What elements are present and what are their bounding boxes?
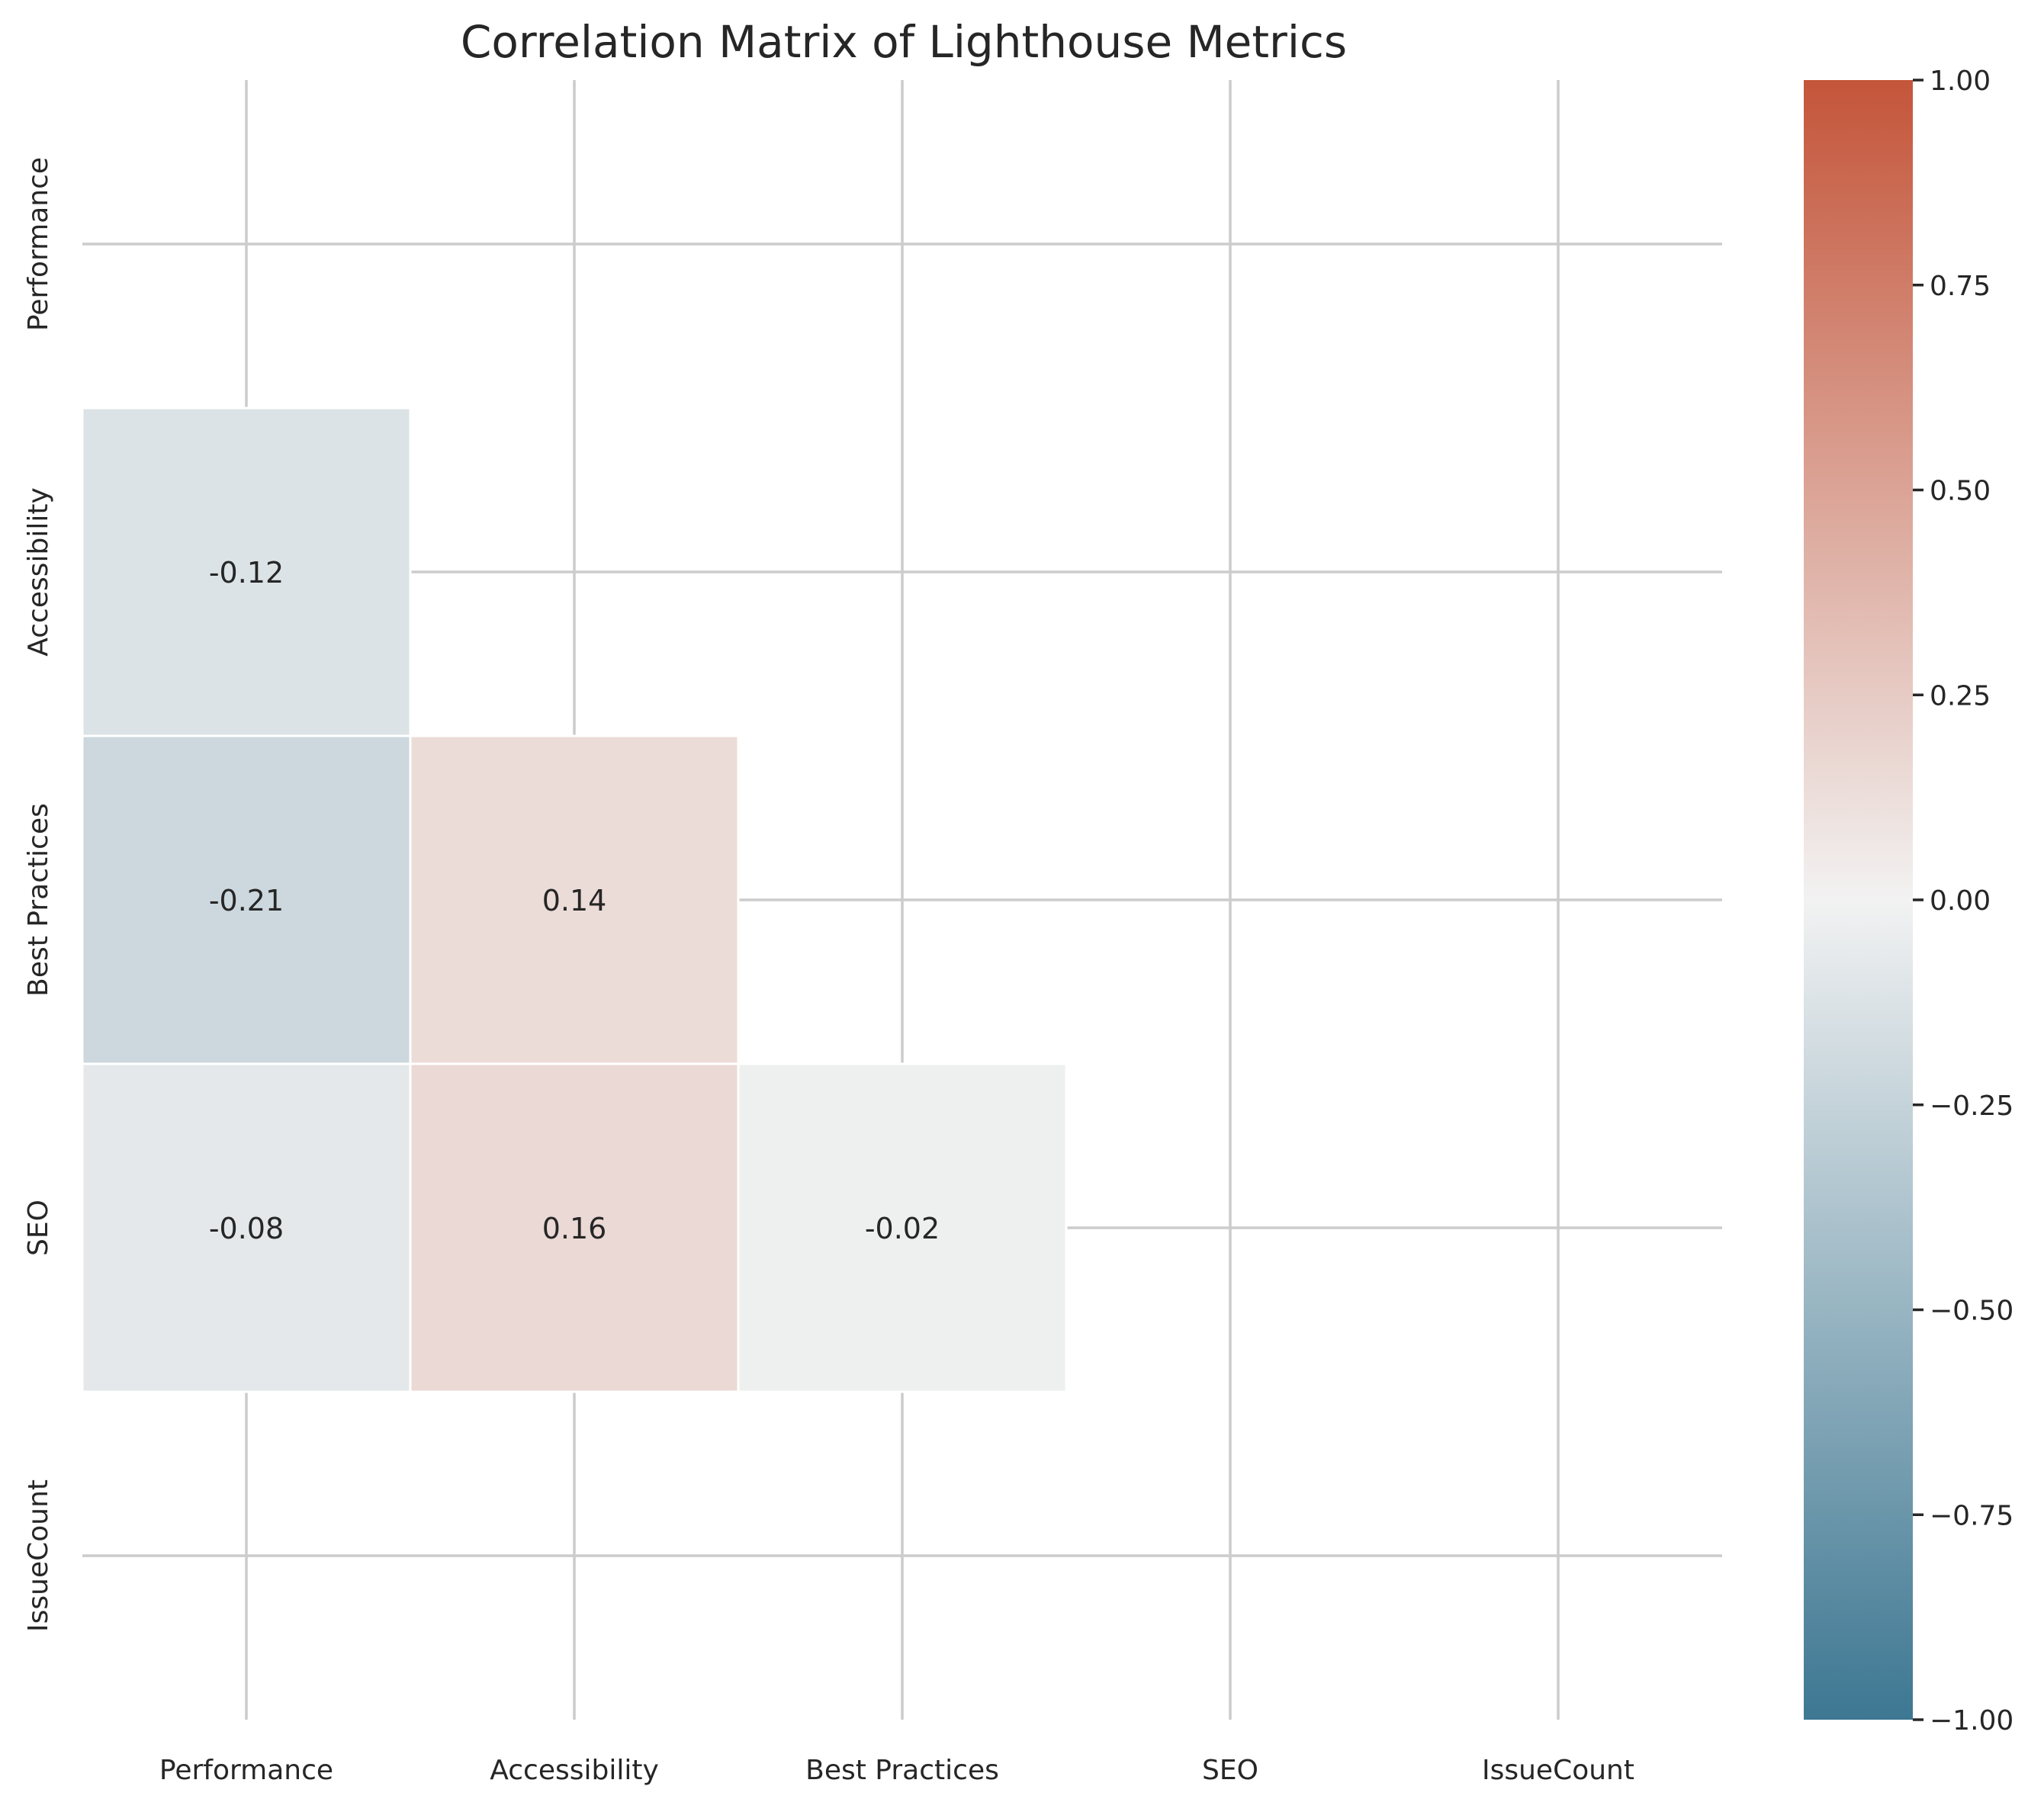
colorbar-tick-label: 0.50 bbox=[1930, 476, 1991, 507]
cell-value-label: -0.12 bbox=[209, 556, 284, 589]
y-tick-label: IssueCount bbox=[23, 1479, 54, 1632]
y-tick-label: Performance bbox=[23, 157, 54, 331]
colorbar-tick-label: −1.00 bbox=[1930, 1705, 2013, 1736]
heatmap-cell bbox=[81, 734, 412, 1065]
heatmap-cells: -0.12 -0.21 0.14 -0.08 0.16 -0.02 bbox=[81, 406, 1068, 1393]
cell-value-label: 0.16 bbox=[542, 1212, 607, 1245]
cell-value-label: -0.02 bbox=[865, 1212, 940, 1245]
x-tick-label: Performance bbox=[159, 1755, 333, 1786]
colorbar-tick-label: 0.00 bbox=[1930, 885, 1991, 917]
y-tick-label: SEO bbox=[23, 1200, 54, 1256]
colorbar-tick-label: 0.25 bbox=[1930, 680, 1991, 712]
heatmap-cell bbox=[81, 1062, 412, 1393]
colorbar bbox=[1804, 80, 1913, 1720]
heatmap-cell bbox=[737, 1062, 1068, 1393]
x-tick-label: IssueCount bbox=[1482, 1755, 1634, 1786]
colorbar-tick-label: 1.00 bbox=[1930, 66, 1991, 97]
y-tick-label: Accessibility bbox=[23, 487, 54, 657]
cell-value-label: 0.14 bbox=[542, 884, 607, 917]
x-tick-label: SEO bbox=[1202, 1755, 1258, 1786]
x-tick-label: Accessibility bbox=[490, 1755, 659, 1786]
colorbar-tick-label: −0.50 bbox=[1930, 1296, 2013, 1327]
cell-value-label: -0.21 bbox=[209, 884, 284, 917]
colorbar-tick-label: −0.75 bbox=[1930, 1500, 2013, 1531]
colorbar-ticks: 1.00 0.75 0.50 0.25 0.00 −0.25 −0.50 −0.75 −1.00 bbox=[1913, 66, 2013, 1736]
heatmap-cell bbox=[409, 1062, 740, 1393]
cell-value-label: -0.08 bbox=[209, 1212, 284, 1245]
y-tick-labels: Performance Accessibility Best Practices SE… bbox=[23, 157, 54, 1632]
y-tick-label: Best Practices bbox=[23, 803, 54, 997]
heatmap-cell bbox=[81, 406, 412, 737]
x-tick-labels: Performance Accessibility Best Practices SE… bbox=[159, 1755, 1634, 1786]
chart-title: Correlation Matrix of Lighthouse Metrics bbox=[461, 16, 1347, 68]
colorbar-tick-label: 0.75 bbox=[1930, 271, 1991, 302]
colorbar-tick-label: −0.25 bbox=[1930, 1091, 2013, 1122]
x-tick-label: Best Practices bbox=[805, 1755, 999, 1786]
